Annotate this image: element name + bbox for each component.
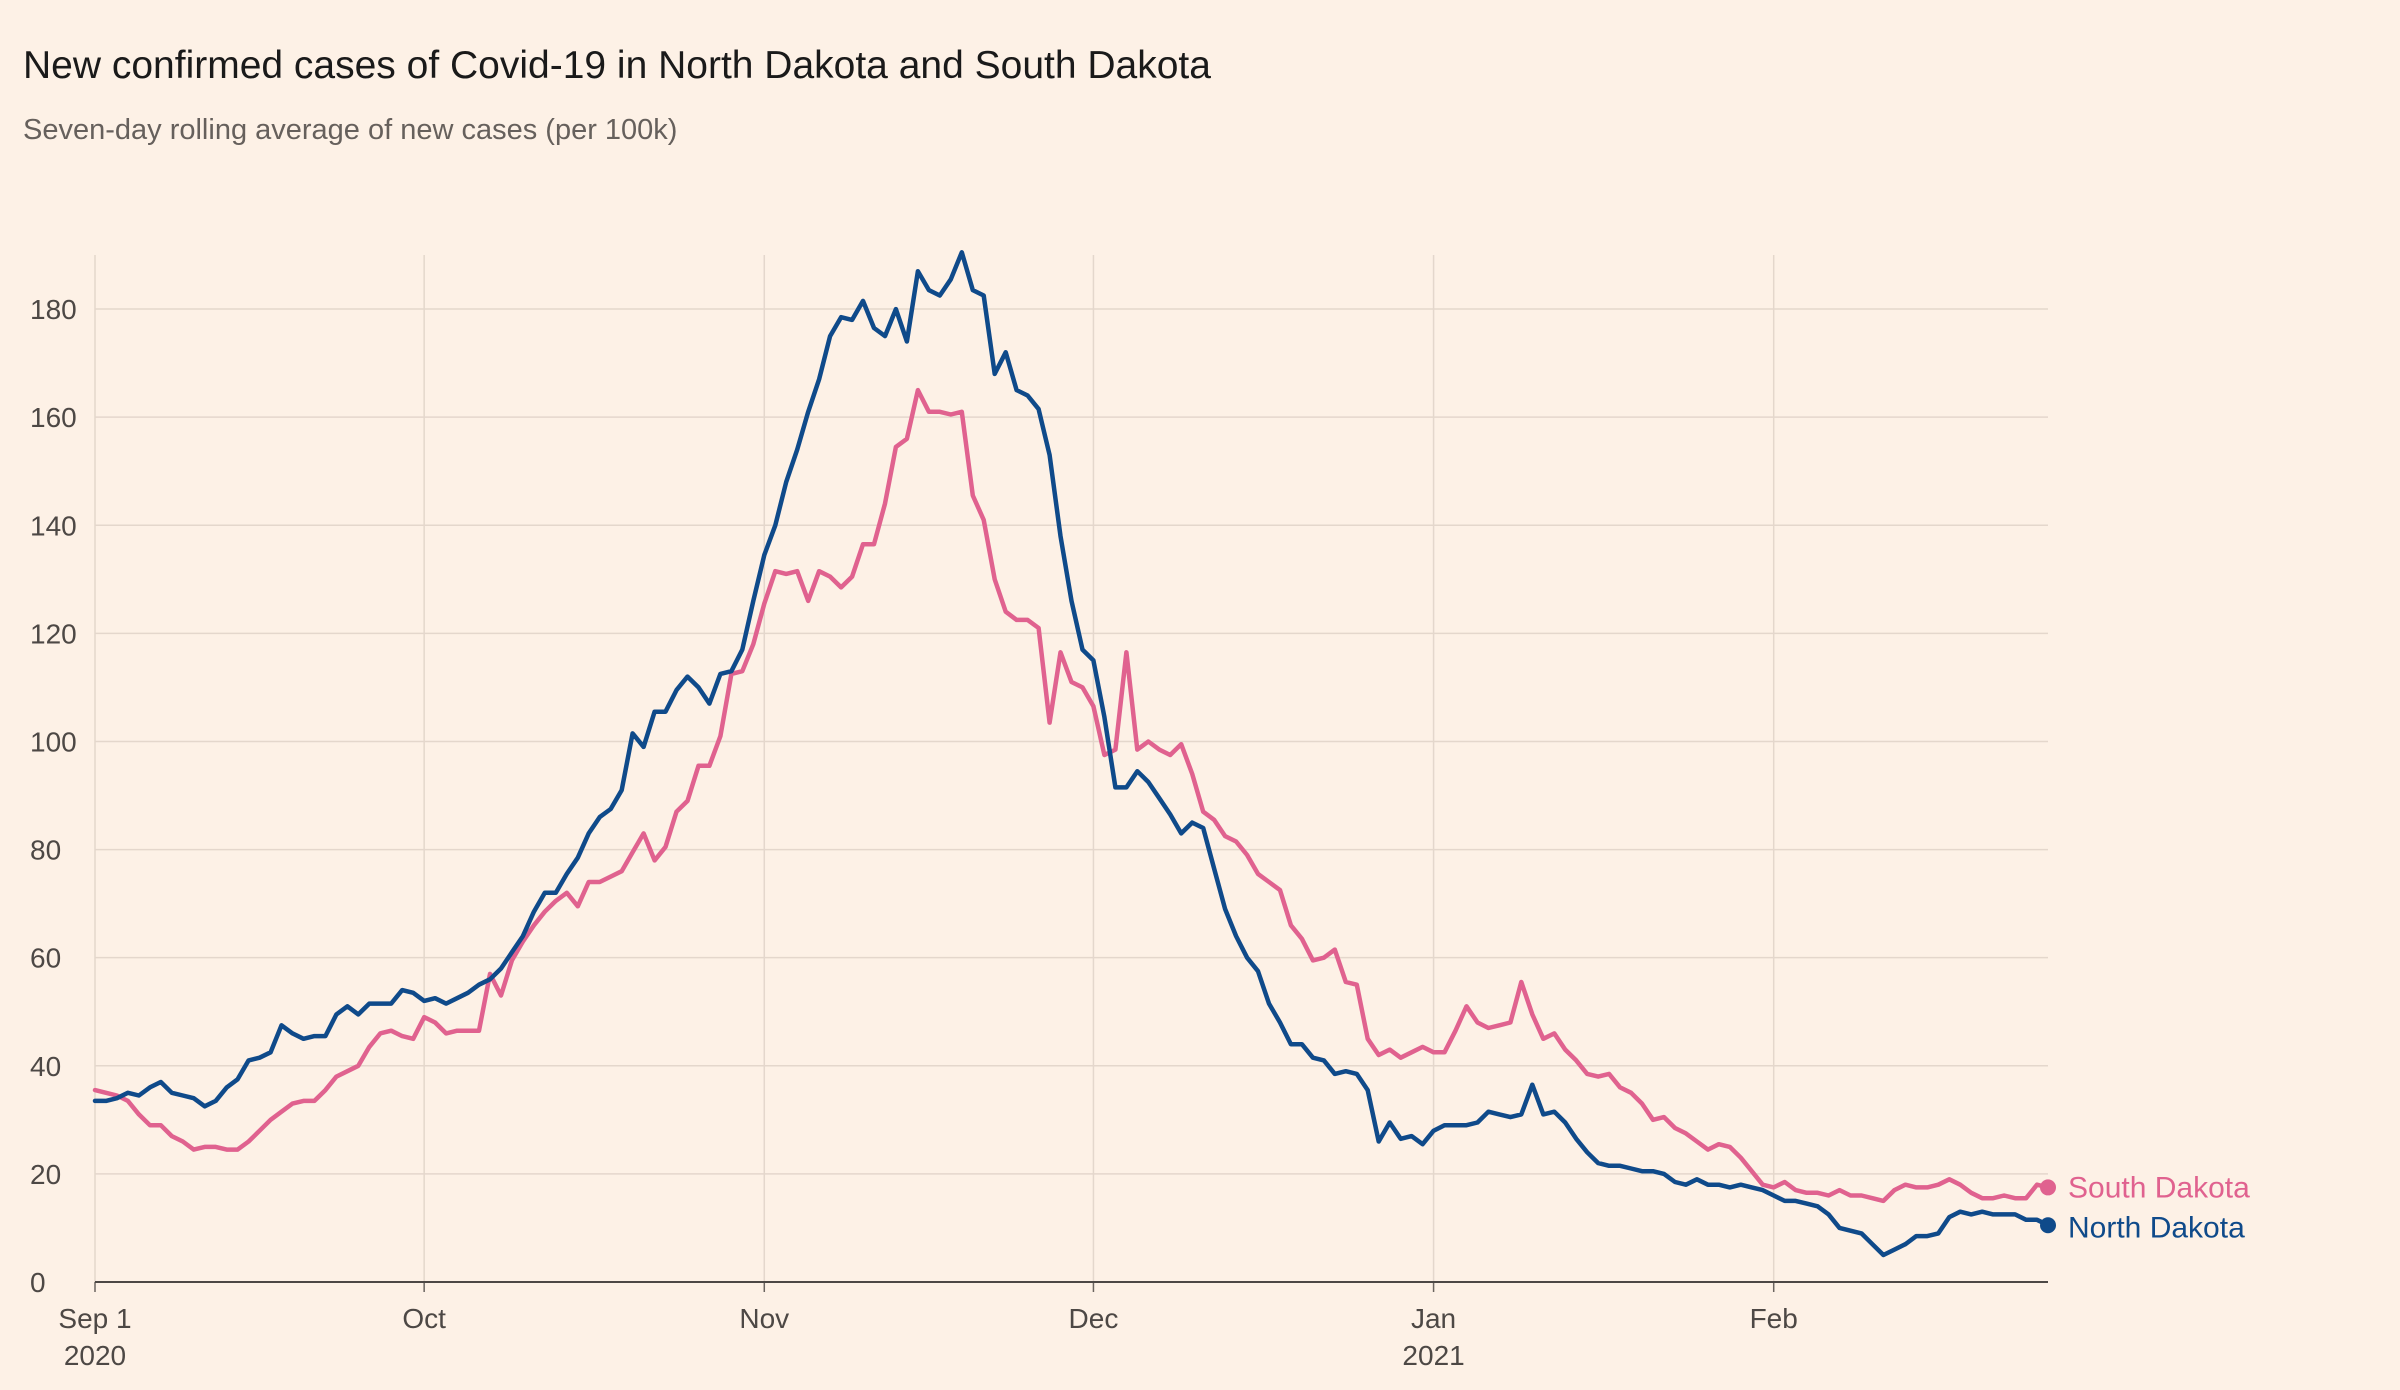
x-tick-year-label: 2020 [64, 1340, 126, 1371]
x-tick-year-label: 2021 [1402, 1340, 1464, 1371]
series-lines [92, 250, 2051, 1258]
x-tick-label: Oct [402, 1303, 446, 1334]
y-tick-label: 140 [30, 510, 77, 541]
y-tick-label: 120 [30, 618, 77, 649]
axes: 0 20 40 60 80 100 120 140 160 180 Sep 1 2020 Oct Nov D… [30, 294, 2048, 1371]
y-tick-label: 100 [30, 726, 77, 757]
x-tick-label: Sep 1 [58, 1303, 131, 1334]
legend-label-south-dakota: South Dakota [2068, 1171, 2250, 1204]
series-line-north-dakota [92, 250, 2051, 1258]
y-tick-label: 0 [30, 1267, 46, 1298]
chart-subtitle: Seven-day rolling average of new cases (… [23, 114, 678, 146]
chart-title: New confirmed cases of Covid-19 in North… [23, 44, 1211, 87]
x-tick-label: Nov [739, 1303, 789, 1334]
gridlines [94, 255, 2048, 1282]
series-end-marker-south-dakota [2040, 1179, 2056, 1196]
y-tick-label: 80 [30, 835, 61, 866]
y-tick-label: 160 [30, 402, 77, 433]
legend-label-north-dakota: North Dakota [2068, 1211, 2245, 1244]
x-tick-label: Jan [1411, 1303, 1456, 1334]
y-tick-label: 20 [30, 1159, 61, 1190]
series-line-south-dakota [92, 387, 2051, 1204]
series-end-marker-north-dakota [2040, 1217, 2056, 1234]
legend: South Dakota North Dakota [2040, 1171, 2250, 1244]
y-tick-label: 180 [30, 294, 77, 325]
x-tick-label: Feb [1750, 1303, 1798, 1334]
y-tick-label: 40 [30, 1051, 61, 1082]
y-tick-label: 60 [30, 943, 61, 974]
x-tick-label: Dec [1069, 1303, 1119, 1334]
